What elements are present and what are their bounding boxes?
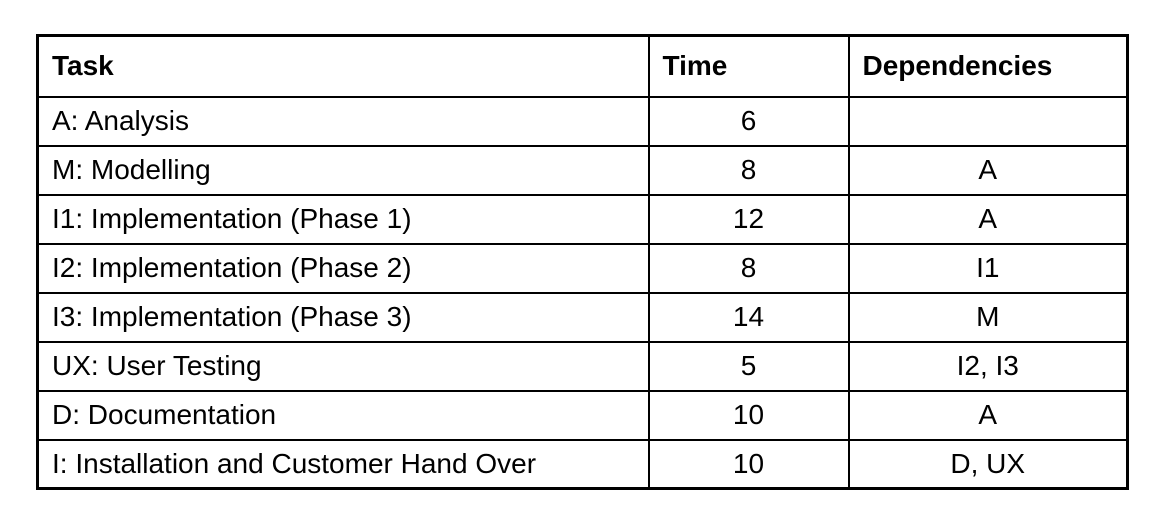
table-row: I: Installation and Customer Hand Over 1… xyxy=(36,438,1129,490)
header-time: Time xyxy=(647,34,850,98)
header-task: Task xyxy=(36,34,650,98)
cell-dependencies: D, UX xyxy=(847,438,1129,490)
table-row: D: Documentation 10 A xyxy=(36,389,1129,441)
header-dependencies: Dependencies xyxy=(847,34,1129,98)
cell-time: 5 xyxy=(647,340,850,392)
cell-time: 10 xyxy=(647,389,850,441)
cell-dependencies: A xyxy=(847,144,1129,196)
table-row: I2: Implementation (Phase 2) 8 I1 xyxy=(36,242,1129,294)
cell-time: 10 xyxy=(647,438,850,490)
cell-dependencies: I2, I3 xyxy=(847,340,1129,392)
table-row: UX: User Testing 5 I2, I3 xyxy=(36,340,1129,392)
cell-task: A: Analysis xyxy=(36,95,650,147)
cell-dependencies xyxy=(847,95,1129,147)
cell-time: 6 xyxy=(647,95,850,147)
table-row: I3: Implementation (Phase 3) 14 M xyxy=(36,291,1129,343)
table-row: M: Modelling 8 A xyxy=(36,144,1129,196)
cell-dependencies: M xyxy=(847,291,1129,343)
cell-task: I2: Implementation (Phase 2) xyxy=(36,242,650,294)
cell-dependencies: A xyxy=(847,193,1129,245)
table-header: Task Time Dependencies xyxy=(36,34,1129,98)
cell-dependencies: A xyxy=(847,389,1129,441)
cell-task: I1: Implementation (Phase 1) xyxy=(36,193,650,245)
table-row: A: Analysis 6 xyxy=(36,95,1129,147)
cell-task: I3: Implementation (Phase 3) xyxy=(36,291,650,343)
table-body: A: Analysis 6 M: Modelling 8 A I1: Imple… xyxy=(36,95,1129,490)
cell-task: D: Documentation xyxy=(36,389,650,441)
cell-time: 8 xyxy=(647,242,850,294)
cell-dependencies: I1 xyxy=(847,242,1129,294)
cell-time: 14 xyxy=(647,291,850,343)
cell-task: UX: User Testing xyxy=(36,340,650,392)
cell-task: I: Installation and Customer Hand Over xyxy=(36,438,650,490)
cell-time: 12 xyxy=(647,193,850,245)
table-row: I1: Implementation (Phase 1) 12 A xyxy=(36,193,1129,245)
header-row: Task Time Dependencies xyxy=(36,34,1129,98)
cell-task: M: Modelling xyxy=(36,144,650,196)
cell-time: 8 xyxy=(647,144,850,196)
task-table: Task Time Dependencies A: Analysis 6 M: … xyxy=(36,34,1129,490)
